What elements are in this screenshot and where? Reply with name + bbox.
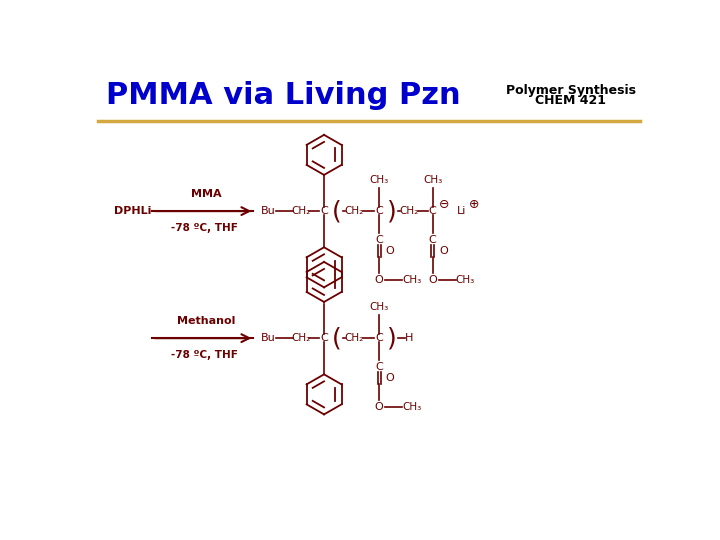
Text: ): ) (387, 199, 397, 223)
Text: CH₂: CH₂ (291, 206, 310, 216)
Text: CH₃: CH₃ (402, 402, 421, 413)
Text: (: ( (332, 199, 341, 223)
Text: -78 ºC, THF: -78 ºC, THF (171, 350, 238, 360)
Text: CH₂: CH₂ (345, 333, 364, 343)
Text: C: C (428, 235, 436, 245)
Text: Polymer Synthesis: Polymer Synthesis (505, 84, 636, 97)
Text: C: C (375, 206, 383, 216)
Text: CH₂: CH₂ (345, 206, 364, 216)
Text: CH₂: CH₂ (400, 206, 419, 216)
Text: C: C (320, 333, 328, 343)
Text: CH₃: CH₃ (423, 176, 442, 185)
Text: CH₂: CH₂ (291, 333, 310, 343)
Text: O: O (385, 246, 395, 256)
Text: DPHLi: DPHLi (114, 206, 151, 216)
Text: O: O (439, 246, 448, 256)
Text: C: C (375, 333, 383, 343)
Text: MMA: MMA (191, 189, 222, 199)
Text: Bu: Bu (261, 333, 276, 343)
Text: C: C (428, 206, 436, 216)
Text: Bu: Bu (261, 206, 276, 216)
Text: (: ( (332, 326, 341, 350)
Text: O: O (385, 373, 395, 383)
Text: C: C (375, 235, 383, 245)
Text: ⊕: ⊕ (469, 198, 480, 212)
Text: Li: Li (457, 206, 467, 216)
Text: -78 ºC, THF: -78 ºC, THF (171, 223, 238, 233)
Text: C: C (320, 206, 328, 216)
Text: CH₃: CH₃ (369, 176, 389, 185)
Text: PMMA via Living Pzn: PMMA via Living Pzn (107, 81, 461, 110)
Text: ⊖: ⊖ (439, 198, 449, 212)
Text: CH₃: CH₃ (369, 302, 389, 312)
Text: O: O (428, 275, 437, 286)
Text: ): ) (387, 326, 397, 350)
Text: O: O (374, 275, 384, 286)
Text: O: O (374, 402, 384, 413)
Text: CH₃: CH₃ (456, 275, 474, 286)
Text: CH₃: CH₃ (402, 275, 421, 286)
Text: Methanol: Methanol (177, 316, 235, 326)
Text: H: H (405, 333, 413, 343)
Text: CHEM 421: CHEM 421 (535, 94, 606, 107)
Text: C: C (375, 362, 383, 373)
